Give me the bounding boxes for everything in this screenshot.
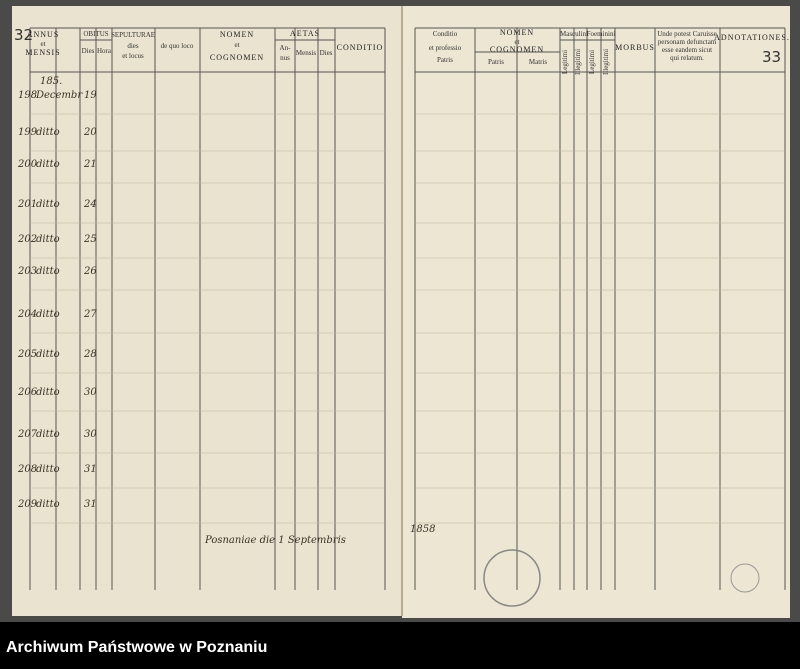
column-header: COGNOMEN xyxy=(490,45,544,54)
page-number: 32 xyxy=(14,26,33,44)
column-header: et xyxy=(514,38,519,46)
column-header: esse eandem sicut xyxy=(662,46,712,54)
column-header: Legitimi xyxy=(561,50,569,74)
column-header: et professio xyxy=(429,44,462,52)
entry-month: ditto xyxy=(36,464,60,475)
entry-day: 28 xyxy=(83,349,97,360)
column-header: et xyxy=(234,41,239,49)
column-header: NOMEN xyxy=(220,30,254,39)
right-sheet xyxy=(402,6,790,618)
seal xyxy=(730,563,760,593)
column-header: Masculini xyxy=(560,30,588,38)
column-header: Patris xyxy=(437,56,453,64)
entry-number: 206 xyxy=(17,387,38,398)
column-header: Matris xyxy=(529,58,548,66)
column-header: ANNUS xyxy=(27,30,60,39)
entry-day: 30 xyxy=(84,429,97,440)
column-header: An- xyxy=(280,44,292,52)
column-header: ADNOTATIONES. xyxy=(714,33,790,42)
column-header: Mensis xyxy=(296,49,317,57)
left-sheet xyxy=(12,6,402,616)
column-header: SEPULTURAE xyxy=(111,31,155,39)
entry-month: ditto xyxy=(36,266,60,277)
column-header: qui relatum. xyxy=(670,54,704,62)
entry-number: 209 xyxy=(17,499,38,510)
column-header: personam defunctam xyxy=(658,38,717,46)
entry-number: 199 xyxy=(18,127,38,138)
entry-month: Decembr xyxy=(35,90,83,101)
entry-month: ditto xyxy=(36,199,60,210)
column-header: Foeminini xyxy=(587,30,616,38)
column-header: dies xyxy=(127,42,139,50)
column-header: Dies xyxy=(320,49,333,57)
entry-day: 30 xyxy=(84,387,97,398)
seal xyxy=(483,549,541,607)
column-header: Unde potest Caruisse xyxy=(657,30,717,38)
archive-name: Archiwum Państwowe w Poznaniu xyxy=(6,639,267,656)
entry-month: ditto xyxy=(36,234,60,245)
column-header: et xyxy=(40,40,45,48)
entry-day: 20 xyxy=(83,127,97,138)
entry-number: 208 xyxy=(17,464,37,475)
column-header: Legitimi xyxy=(588,50,596,74)
entry-day: 25 xyxy=(83,234,97,245)
column-header: de quo loco xyxy=(161,42,194,50)
column-header: nus xyxy=(280,54,290,62)
entry-day: 26 xyxy=(83,266,97,277)
page-number: 33 xyxy=(762,48,781,66)
entry-month: ditto xyxy=(36,127,60,138)
entry-month: ditto xyxy=(36,387,60,398)
entry-month: ditto xyxy=(36,159,60,170)
entry-number: 202 xyxy=(17,234,37,245)
closing-year: 1858 xyxy=(410,524,435,535)
entry-day: 24 xyxy=(83,199,97,210)
entry-month: ditto xyxy=(36,429,60,440)
entry-day: 27 xyxy=(83,309,97,320)
column-header: AETAS xyxy=(290,29,320,38)
entry-day: 21 xyxy=(83,159,97,170)
entry-day: 31 xyxy=(84,499,97,510)
column-header: COGNOMEN xyxy=(210,53,264,62)
entry-number: 207 xyxy=(17,429,38,440)
footer-bar xyxy=(0,622,800,669)
entry-month: ditto xyxy=(36,349,60,360)
column-header: Conditio xyxy=(433,30,458,38)
closing: Posnaniae die 1 Septembris xyxy=(204,535,346,546)
column-header: OBITUS xyxy=(83,30,108,38)
entry-day: 31 xyxy=(84,464,97,475)
entry-day: 19 xyxy=(84,90,97,101)
entry-number: 198 xyxy=(18,90,37,101)
entry-number: 200 xyxy=(17,159,38,170)
entry-month: ditto xyxy=(36,309,60,320)
column-header: Hora xyxy=(97,47,112,55)
column-header: et locus xyxy=(122,52,144,60)
entry-month: ditto xyxy=(36,499,60,510)
column-header: MENSIS xyxy=(25,48,60,57)
entry-number: 204 xyxy=(17,309,37,320)
year: 185. xyxy=(40,76,62,87)
column-header: Illegitimi xyxy=(602,49,610,75)
entry-number: 201 xyxy=(17,199,37,210)
column-header: CONDITIO xyxy=(337,43,384,52)
column-header: Dies xyxy=(82,47,95,55)
column-header: MORBUS xyxy=(615,43,655,52)
column-header: NOMEN xyxy=(500,28,534,37)
column-header: Patris xyxy=(488,58,504,66)
entry-number: 203 xyxy=(17,266,37,277)
column-header: Illegitimi xyxy=(574,49,582,75)
entry-number: 205 xyxy=(17,349,37,360)
